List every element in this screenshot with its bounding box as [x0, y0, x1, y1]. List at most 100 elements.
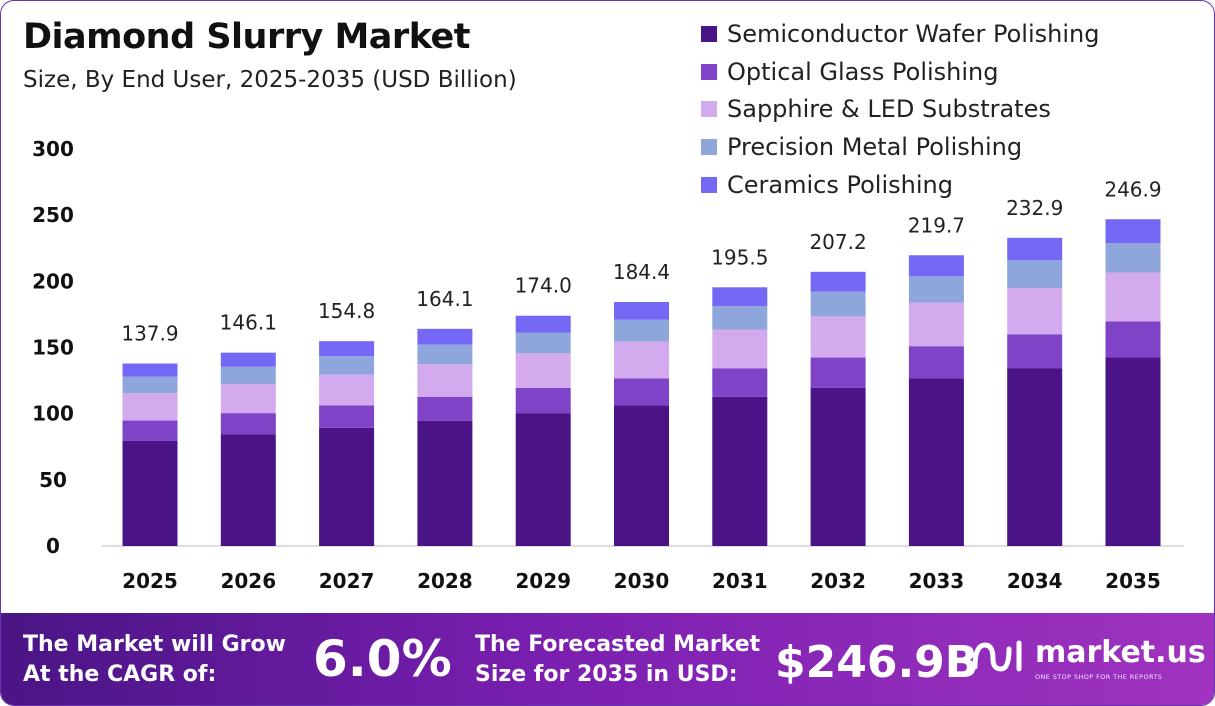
bar-total-label: 184.4 [613, 260, 670, 284]
bar-total-label: 154.8 [318, 299, 375, 323]
bar-total-label: 146.1 [220, 311, 277, 335]
bar-total-label: 195.5 [711, 245, 768, 269]
forecast-label: The Forecasted Market Size for 2035 in U… [475, 632, 761, 687]
x-tick-label: 2034 [1007, 569, 1063, 593]
bar-segment [1105, 321, 1161, 358]
x-tick-label: 2026 [220, 569, 276, 593]
bar-total-label: 174.0 [515, 274, 572, 298]
legend-swatch [701, 25, 717, 42]
x-tick-label: 2033 [909, 569, 965, 593]
bar-total-label: 246.9 [1104, 177, 1161, 201]
legend: Semiconductor Wafer Polishing Optical Gla… [701, 15, 1099, 203]
bar-segment [1007, 237, 1063, 261]
x-tick-label: 2028 [417, 569, 473, 593]
legend-swatch [701, 63, 717, 80]
bar-segment [515, 332, 571, 354]
bar-segment [1105, 272, 1161, 322]
bar-segment [712, 396, 768, 546]
legend-swatch [701, 101, 717, 118]
legend-label: Ceramics Polishing [727, 170, 953, 199]
y-tick-label: 150 [32, 336, 74, 360]
bar-segment [908, 276, 964, 303]
bar-segment [908, 255, 964, 277]
brand-tagline: ONE STOP SHOP FOR THE REPORTS [1035, 673, 1163, 681]
bar-total-label: 207.2 [809, 230, 866, 254]
bar-segment [515, 353, 571, 388]
y-tick-label: 50 [39, 468, 67, 492]
bar-segment [515, 413, 571, 546]
x-tick-label: 2029 [515, 569, 571, 593]
bar-segment [810, 271, 866, 292]
market-us-logo-icon [972, 640, 1022, 672]
bar-segment [1105, 243, 1161, 273]
bar-total-label: 137.9 [121, 322, 178, 346]
legend-item: Semiconductor Wafer Polishing [701, 15, 1099, 53]
legend-label: Optical Glass Polishing [727, 57, 999, 86]
footer-banner: The Market will Grow At the CAGR of: 6.0… [1, 613, 1214, 705]
bar-segment [122, 440, 178, 546]
cagr-label: The Market will Grow At the CAGR of: [23, 632, 286, 687]
bar-segment [122, 363, 178, 377]
y-tick-label: 300 [32, 137, 74, 161]
x-tick-label: 2035 [1105, 569, 1161, 593]
legend-label: Precision Metal Polishing [727, 132, 1023, 161]
bar-segment [614, 319, 669, 342]
bar-segment [810, 387, 866, 546]
bar-segment [515, 315, 571, 333]
forecast-value: $246.9B [775, 637, 979, 688]
bar-segment [614, 405, 669, 546]
x-tick-label: 2030 [614, 569, 670, 593]
bar-segment [220, 366, 276, 385]
legend-swatch [701, 138, 717, 155]
bar-segment [712, 329, 768, 369]
bar-segment [515, 387, 571, 414]
legend-item: Optical Glass Polishing [701, 53, 1099, 91]
chart-subtitle: Size, By End User, 2025-2035 (USD Billio… [23, 67, 517, 93]
brand-name: market.us [1035, 635, 1206, 670]
y-tick-label: 100 [32, 402, 74, 426]
bar-segment [220, 434, 276, 546]
bar-total-label: 164.1 [416, 287, 473, 311]
legend-item: Sapphire & LED Substrates [701, 90, 1099, 128]
bar-segment [417, 328, 473, 345]
bar-segment [1007, 334, 1063, 369]
chart-title: Diamond Slurry Market [23, 17, 471, 57]
legend-item: Ceramics Polishing [701, 166, 1099, 204]
bar-segment [712, 368, 768, 397]
bar-total-label: 219.7 [908, 213, 965, 237]
y-tick-label: 250 [32, 203, 74, 227]
x-tick-label: 2027 [319, 569, 375, 593]
x-tick-label: 2031 [712, 569, 768, 593]
bar-segment [122, 420, 178, 441]
legend-swatch [701, 176, 717, 193]
bar-segment [908, 378, 964, 546]
bar-total-label: 232.9 [1006, 196, 1063, 220]
legend-label: Sapphire & LED Substrates [727, 95, 1051, 124]
bar-segment [712, 287, 768, 307]
legend-item: Precision Metal Polishing [701, 128, 1099, 166]
bar-segment [908, 302, 964, 347]
bar-segment [220, 384, 276, 414]
bar-segment [810, 357, 866, 388]
legend-label: Semiconductor Wafer Polishing [727, 19, 1100, 48]
bar-segment [319, 427, 375, 546]
bar-segment [417, 344, 473, 365]
bar-segment [417, 396, 473, 421]
bar-segment [417, 420, 473, 546]
bar-segment [614, 378, 669, 406]
y-tick-label: 200 [32, 269, 74, 293]
cagr-value: 6.0% [313, 630, 452, 688]
bar-segment [1105, 357, 1161, 546]
x-tick-label: 2032 [810, 569, 866, 593]
bar-segment [1007, 288, 1063, 335]
bar-segment [712, 306, 768, 330]
stacked-bar-chart: 0 50 100 150 200 250 300 137.9 2025 146.1 2026 154.… [32, 137, 1184, 593]
bar-segment [319, 341, 375, 357]
bar-segment [220, 413, 276, 435]
bar-segment [417, 364, 473, 397]
bar-segment [319, 356, 375, 375]
bar-segment [810, 291, 866, 317]
x-tick-label: 2025 [122, 569, 178, 593]
bar-segment [1007, 260, 1063, 289]
